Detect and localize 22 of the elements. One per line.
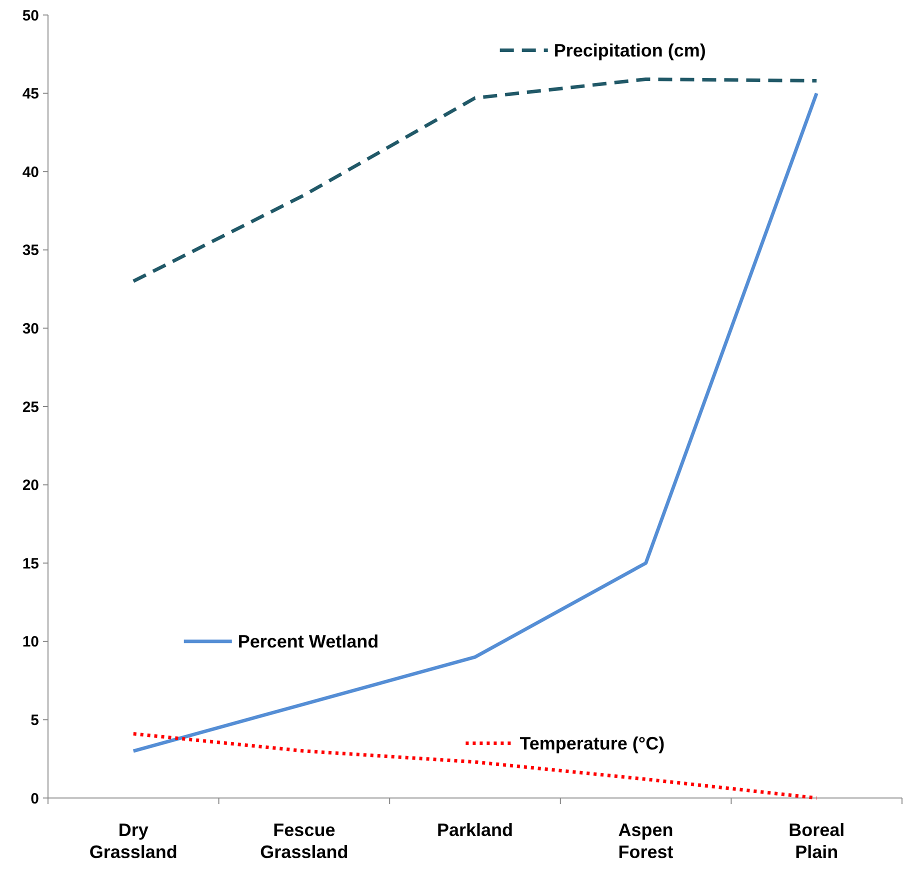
x-tick-label: Dry Grassland (89, 820, 178, 862)
y-tick-label: 0 (30, 790, 39, 808)
line-series (132, 92, 818, 753)
x-tick-label: Fescue Grassland (260, 820, 348, 862)
y-tick-label: 50 (22, 7, 39, 24)
y-tick-label: 35 (22, 242, 39, 260)
x-tick-label: Parkland (436, 820, 514, 840)
legend-label: Percent Wetland (238, 632, 379, 652)
y-tick-label: 40 (22, 164, 39, 181)
y-tick-label: 20 (22, 477, 39, 494)
legend-label: Precipitation (cm) (554, 40, 706, 61)
y-tick-label: 45 (22, 86, 39, 103)
y-tick-label: 5 (30, 712, 39, 729)
x-tick-label: Boreal Plain (788, 820, 845, 862)
x-tick-label: Aspen Forest (618, 820, 674, 862)
y-tick-label: 30 (22, 320, 39, 338)
legend-label: Temperature (°C) (520, 733, 665, 754)
line-series (132, 77, 818, 283)
y-tick-label: 10 (22, 634, 39, 651)
line-series (132, 732, 818, 800)
y-tick-label: 15 (22, 555, 39, 572)
y-tick-label: 25 (22, 398, 39, 416)
